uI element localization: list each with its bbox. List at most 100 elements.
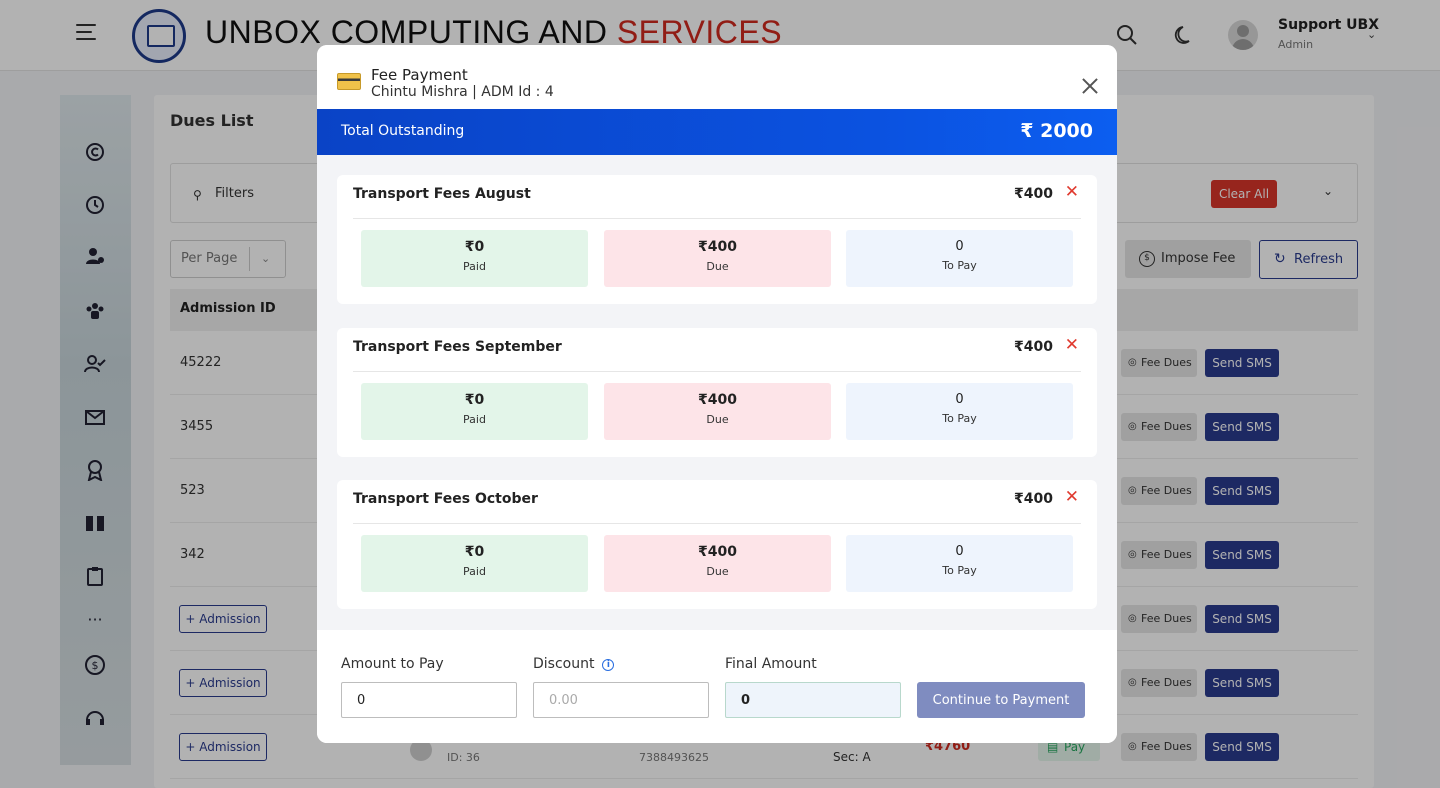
- svg-text:$: $: [92, 659, 99, 672]
- hamburger-icon[interactable]: [76, 24, 96, 40]
- chevron-down-icon: ⌄: [261, 252, 271, 265]
- send-sms-button[interactable]: Send SMS: [1205, 669, 1279, 697]
- discount-label: Discount i: [533, 656, 615, 672]
- clock-icon[interactable]: [84, 194, 106, 216]
- paid-box: ₹0 Paid: [361, 383, 588, 440]
- more-icon[interactable]: ···: [87, 610, 103, 629]
- mail-icon[interactable]: [84, 406, 106, 428]
- group-icon[interactable]: [84, 300, 106, 322]
- total-outstanding-label: Total Outstanding: [341, 123, 465, 139]
- divider: [353, 523, 1081, 524]
- award-icon[interactable]: [84, 459, 106, 481]
- discount-input[interactable]: [533, 682, 709, 718]
- modal-title: Fee Payment: [371, 66, 468, 84]
- send-sms-button[interactable]: Send SMS: [1205, 413, 1279, 441]
- avatar: [410, 739, 432, 761]
- send-sms-button[interactable]: Send SMS: [1205, 349, 1279, 377]
- brand-title: UNBOX COMPUTING AND SERVICES: [205, 14, 783, 50]
- send-sms-button[interactable]: Send SMS: [1205, 733, 1279, 761]
- filter-icon: ⚲: [193, 188, 202, 202]
- column-admission-id: Admission ID: [180, 301, 276, 316]
- add-admission-button[interactable]: + Admission: [179, 605, 267, 633]
- fee-payment-modal: Fee Payment Chintu Mishra | ADM Id : 4 T…: [317, 45, 1117, 743]
- send-sms-button[interactable]: Send SMS: [1205, 605, 1279, 633]
- clear-all-button[interactable]: Clear All: [1211, 180, 1277, 208]
- copyright-icon[interactable]: [84, 141, 106, 163]
- user-name[interactable]: Support UBX: [1278, 17, 1380, 33]
- filters-label: Filters: [215, 186, 254, 201]
- fee-dues-button[interactable]: Fee Dues: [1121, 541, 1197, 569]
- due-box: ₹400 Due: [604, 383, 831, 440]
- student-id: ID: 36: [447, 751, 480, 764]
- total-outstanding-bar: Total Outstanding ₹ 2000: [317, 109, 1117, 155]
- chevron-down-icon[interactable]: ⌄: [1323, 184, 1334, 198]
- due-box: ₹400 Due: [604, 230, 831, 287]
- table-row: + Admission Fee Dues Send SMS: [170, 651, 1358, 715]
- final-amount-label: Final Amount: [725, 656, 817, 672]
- fee-name: Transport Fees October: [353, 491, 538, 507]
- send-sms-button[interactable]: Send SMS: [1205, 541, 1279, 569]
- fee-name: Transport Fees August: [353, 186, 531, 202]
- fee-list: Transport Fees August ₹400 ✕ ₹0 Paid ₹400…: [317, 155, 1117, 630]
- continue-to-payment-button[interactable]: Continue to Payment: [917, 682, 1085, 718]
- to-pay-box[interactable]: 0 To Pay: [846, 383, 1073, 440]
- clipboard-icon[interactable]: [84, 565, 106, 587]
- add-admission-button[interactable]: + Admission: [179, 669, 267, 697]
- fee-dues-button[interactable]: Fee Dues: [1121, 605, 1197, 633]
- add-admission-button[interactable]: + Admission: [179, 733, 267, 761]
- x-icon[interactable]: ✕: [1064, 335, 1079, 355]
- amount-to-pay-input[interactable]: [341, 682, 517, 718]
- close-icon[interactable]: [1079, 75, 1101, 97]
- user-role: Admin: [1278, 38, 1314, 51]
- sidebar: ··· $: [60, 95, 131, 765]
- section-label: Sec: A: [833, 750, 871, 764]
- due-box: ₹400 Due: [604, 535, 831, 592]
- phone-number: 7388493625: [639, 751, 709, 764]
- logo: [132, 9, 186, 63]
- amount-to-pay-label: Amount to Pay: [341, 656, 444, 672]
- to-pay-box[interactable]: 0 To Pay: [846, 230, 1073, 287]
- user-check-icon[interactable]: [84, 353, 106, 375]
- to-pay-box[interactable]: 0 To Pay: [846, 535, 1073, 592]
- fee-dues-button[interactable]: Fee Dues: [1121, 669, 1197, 697]
- final-amount-input: [725, 682, 901, 718]
- fee-amount: ₹400: [1014, 186, 1053, 202]
- modal-subtitle: Chintu Mishra | ADM Id : 4: [371, 84, 554, 100]
- book-icon[interactable]: [84, 512, 106, 534]
- dollar-icon[interactable]: $: [84, 654, 106, 676]
- chevron-down-icon[interactable]: ⌄: [1367, 28, 1377, 41]
- headset-icon[interactable]: [84, 707, 106, 729]
- user-star-icon[interactable]: [84, 245, 106, 267]
- table-row: + Admission ID: 36 7388493625 Sec: A ₹47…: [170, 715, 1358, 779]
- fee-dues-button[interactable]: Fee Dues: [1121, 413, 1197, 441]
- fee-card: Transport Fees October ₹400 ✕ ₹0 Paid ₹40…: [337, 480, 1097, 609]
- x-icon[interactable]: ✕: [1064, 182, 1079, 202]
- modal-header: Fee Payment Chintu Mishra | ADM Id : 4: [317, 45, 1117, 109]
- x-icon[interactable]: ✕: [1064, 487, 1079, 507]
- send-sms-button[interactable]: Send SMS: [1205, 477, 1279, 505]
- fee-dues-button[interactable]: Fee Dues: [1121, 349, 1197, 377]
- moon-icon[interactable]: [1174, 24, 1196, 46]
- search-icon[interactable]: [1116, 24, 1138, 46]
- paid-box: ₹0 Paid: [361, 230, 588, 287]
- divider: [353, 371, 1081, 372]
- fee-card: Transport Fees September ₹400 ✕ ₹0 Paid ₹…: [337, 328, 1097, 457]
- fee-amount: ₹400: [1014, 491, 1053, 507]
- paid-box: ₹0 Paid: [361, 535, 588, 592]
- refresh-button[interactable]: Refresh: [1259, 240, 1358, 279]
- page-title: Dues List: [170, 111, 254, 130]
- divider: [353, 218, 1081, 219]
- fee-dues-button[interactable]: Fee Dues: [1121, 733, 1197, 761]
- info-icon[interactable]: i: [602, 659, 615, 671]
- credit-card-icon: [337, 73, 361, 90]
- fee-card: Transport Fees August ₹400 ✕ ₹0 Paid ₹400…: [337, 175, 1097, 304]
- total-outstanding-value: ₹ 2000: [1020, 120, 1093, 142]
- fee-name: Transport Fees September: [353, 339, 562, 355]
- impose-fee-button[interactable]: Impose Fee: [1125, 240, 1251, 278]
- fee-amount: ₹400: [1014, 339, 1053, 355]
- per-page-select[interactable]: Per Page ⌄: [170, 240, 286, 278]
- fee-dues-button[interactable]: Fee Dues: [1121, 477, 1197, 505]
- avatar[interactable]: [1228, 20, 1258, 50]
- top-bar: UNBOX COMPUTING AND SERVICES Support UBX…: [0, 0, 1440, 71]
